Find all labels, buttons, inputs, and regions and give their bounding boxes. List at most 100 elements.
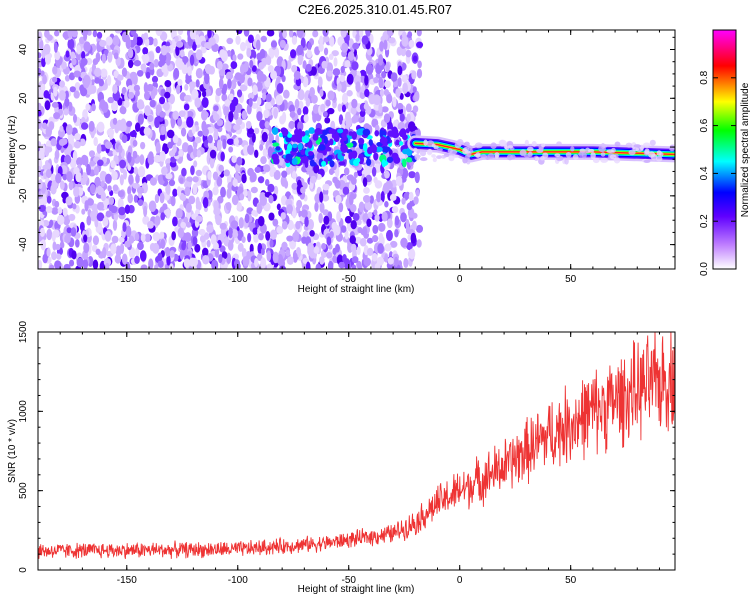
- heatmap-cell: [452, 154, 459, 158]
- heatmap-cell: [210, 234, 217, 245]
- heatmap-cell: [342, 253, 347, 263]
- heatmap-cell: [226, 49, 232, 57]
- heatmap-cell: [69, 259, 75, 267]
- heatmap-cell: [219, 222, 227, 230]
- heatmap-cell: [195, 215, 203, 223]
- heatmap-cell: [104, 141, 113, 149]
- heatmap-cell: [119, 123, 127, 133]
- heatmap-cell: [225, 202, 232, 211]
- heatmap-cell: [38, 150, 45, 161]
- heatmap-cell: [126, 120, 133, 128]
- heatmap-cell: [117, 198, 124, 210]
- heatmap-cell: [349, 235, 356, 244]
- heatmap-cell: [247, 189, 252, 202]
- heatmap-cell: [371, 166, 377, 177]
- heatmap-cell: [288, 30, 294, 38]
- x-tick-label: -50: [342, 274, 357, 285]
- heatmap-cell: [93, 166, 100, 176]
- heatmap-cell: [181, 142, 189, 153]
- heatmap-cell: [372, 224, 379, 235]
- heatmap-cell: [147, 154, 155, 165]
- heatmap-cell: [143, 91, 150, 101]
- heatmap-cell: [402, 82, 408, 94]
- heatmap-cell: [128, 91, 135, 99]
- heatmap-cell: [38, 31, 43, 42]
- heatmap-cell: [61, 61, 67, 70]
- heatmap-cell: [207, 30, 212, 39]
- heatmap-cell: [195, 49, 203, 61]
- heatmap-cell: [319, 256, 325, 265]
- heatmap-cell: [267, 65, 274, 73]
- heatmap-cell: [132, 150, 138, 159]
- heatmap-cell: [367, 247, 374, 256]
- heatmap-cell: [38, 39, 44, 51]
- heatmap-cell: [286, 204, 293, 214]
- heatmap-cell: [388, 37, 396, 44]
- heatmap-cell: [244, 213, 250, 224]
- heatmap-cell: [94, 77, 100, 84]
- heatmap-cell: [177, 78, 183, 86]
- heatmap-cell: [259, 119, 267, 130]
- heatmap-cell: [229, 93, 234, 101]
- heatmap-cell: [408, 171, 416, 179]
- heatmap-cell: [93, 136, 98, 147]
- heatmap-cell: [219, 69, 226, 77]
- heatmap-cell: [236, 30, 243, 35]
- heatmap-cell: [65, 50, 70, 58]
- y-tick-label: 1000: [18, 400, 29, 423]
- heatmap-cell: [110, 205, 118, 214]
- heatmap-cell: [643, 159, 651, 164]
- heatmap-cell: [272, 218, 279, 227]
- heatmap-cell: [407, 31, 413, 38]
- heatmap-cell: [207, 134, 213, 144]
- heatmap-cell: [51, 101, 59, 108]
- heatmap-cell: [187, 36, 194, 47]
- heatmap-cell: [268, 195, 274, 204]
- heatmap-cell: [39, 227, 45, 237]
- heatmap-cell: [254, 166, 261, 173]
- heatmap-cell: [121, 134, 128, 144]
- heatmap-cell: [625, 142, 633, 148]
- heatmap-cell: [127, 186, 132, 195]
- heatmap-cell: [531, 141, 537, 147]
- heatmap-cell: [183, 103, 190, 111]
- heatmap-cell: [216, 176, 223, 187]
- heatmap-cell: [408, 191, 414, 202]
- heatmap-cell: [578, 151, 584, 157]
- heatmap-cell: [197, 130, 204, 137]
- heatmap-cell: [63, 263, 71, 269]
- heatmap-cell: [133, 35, 138, 46]
- heatmap-cell: [365, 30, 371, 37]
- x-tick-label: -50: [342, 575, 357, 586]
- heatmap-cell: [106, 75, 112, 86]
- heatmap-cell: [498, 139, 507, 146]
- heatmap-cell: [405, 103, 412, 113]
- heatmap-cell: [173, 67, 180, 80]
- heatmap-cell: [204, 63, 212, 74]
- heatmap-cell: [366, 158, 372, 166]
- heatmap-cell: [391, 126, 398, 134]
- heatmap-cell: [454, 141, 462, 149]
- heatmap-cell: [236, 202, 242, 212]
- heatmap-cell: [241, 247, 247, 259]
- heatmap-cell: [69, 86, 76, 93]
- heatmap-cell: [142, 47, 149, 55]
- heatmap-cell: [592, 157, 600, 164]
- heatmap-cell: [371, 235, 379, 243]
- heatmap-cell: [176, 58, 185, 70]
- heatmap-cell: [125, 225, 132, 238]
- heatmap-cell: [112, 35, 120, 46]
- heatmap-cell: [102, 217, 109, 227]
- heatmap-cell: [527, 146, 534, 152]
- heatmap-cell: [337, 152, 343, 160]
- heatmap-cell: [221, 93, 228, 102]
- heatmap-cell: [297, 100, 304, 110]
- heatmap-cell: [342, 186, 350, 195]
- heatmap-cell: [318, 212, 323, 224]
- heatmap-cell: [291, 207, 297, 219]
- heatmap-cell: [313, 246, 320, 254]
- heatmap-cell: [262, 148, 268, 158]
- heatmap-cell: [162, 143, 167, 151]
- heatmap-cell: [45, 168, 52, 179]
- heatmap-cell: [180, 221, 187, 228]
